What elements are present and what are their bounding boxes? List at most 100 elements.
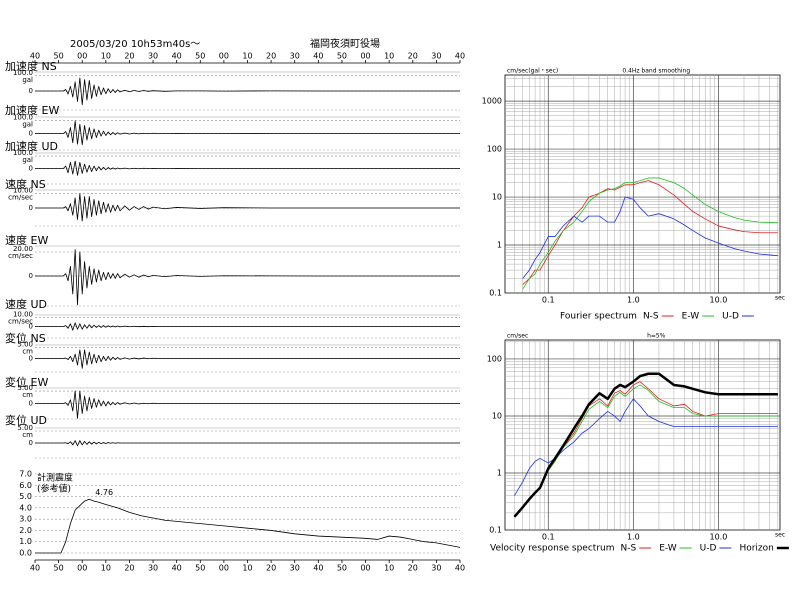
x-tick-label: 0.1 bbox=[542, 296, 555, 305]
y-tick-label: 20.00 bbox=[13, 245, 33, 253]
data-line bbox=[514, 381, 778, 518]
y-tick-label: 10 bbox=[492, 193, 502, 202]
data-line bbox=[35, 77, 460, 106]
chart-title: 計測震度 bbox=[37, 472, 73, 484]
y-tick-label: 1.0 bbox=[19, 537, 32, 546]
x-tick-label: 0.1 bbox=[542, 533, 555, 542]
chart-title: h=5% bbox=[647, 333, 666, 340]
time-tick-label: 40 bbox=[313, 52, 323, 61]
x-tick-label: 10 bbox=[242, 564, 252, 573]
y-tick-label: 7.0 bbox=[19, 470, 32, 479]
legend-label: U-D bbox=[700, 544, 717, 554]
y-tick-label: 1000 bbox=[482, 97, 502, 106]
time-tick-label: 30 bbox=[148, 52, 158, 61]
y-tick-label: 10.00 bbox=[13, 187, 33, 195]
x-tick-label: 50 bbox=[54, 564, 64, 573]
x-tick-label: 20 bbox=[124, 564, 134, 573]
time-tick-label: 20 bbox=[124, 52, 134, 61]
panel-title: 速度 UD bbox=[5, 297, 47, 311]
time-tick-label: 20 bbox=[408, 52, 418, 61]
x-tick-label: 20 bbox=[408, 564, 418, 573]
panel-title: 変位 NS bbox=[5, 331, 46, 345]
data-line bbox=[35, 249, 460, 306]
x-tick-label: 10 bbox=[384, 564, 394, 573]
legend-label: N-S bbox=[621, 544, 637, 554]
panel-title: 速度 NS bbox=[5, 177, 46, 191]
y-tick-label: 0.1 bbox=[489, 526, 502, 535]
y-tick-label: 0 bbox=[29, 204, 33, 212]
y-tick-label: 100.0 bbox=[13, 149, 33, 157]
y-tick-label: 100.0 bbox=[13, 113, 33, 121]
data-line bbox=[522, 196, 778, 279]
x-tick-label: 10.0 bbox=[709, 533, 727, 542]
x-tick-label: 10.0 bbox=[709, 296, 727, 305]
chart-title: 0.4Hz band smoothing bbox=[622, 68, 690, 75]
data-line bbox=[35, 193, 460, 222]
panel-title: 速度 EW bbox=[5, 233, 48, 247]
unit-label: cm bbox=[22, 391, 33, 399]
peak-annotation: 4.76 bbox=[95, 488, 113, 497]
unit-label: cm bbox=[22, 431, 33, 439]
time-tick-label: 10 bbox=[384, 52, 394, 61]
unit-label: cm/sec bbox=[8, 194, 33, 202]
panel-title: 加速度 EW bbox=[5, 103, 59, 117]
y-tick-label: 10 bbox=[492, 411, 502, 420]
time-tick-label: 40 bbox=[30, 52, 40, 61]
plot-frame bbox=[504, 74, 781, 294]
x-tick-label: 40 bbox=[30, 564, 40, 573]
data-line bbox=[35, 322, 460, 331]
y-tick-label: 0 bbox=[29, 400, 33, 408]
y-tick-label: 2.0 bbox=[19, 526, 32, 535]
unit-label: cm/sec bbox=[8, 252, 33, 260]
y-tick-label: 0 bbox=[29, 130, 33, 138]
y-tick-label: 1 bbox=[497, 468, 502, 477]
y-tick-label: 100.0 bbox=[13, 69, 33, 77]
data-line bbox=[35, 349, 460, 369]
time-tick-label: 30 bbox=[290, 52, 300, 61]
unit-label: gal bbox=[22, 120, 33, 128]
panel-title: 変位 EW bbox=[5, 375, 48, 389]
legend-title: Fourier spectrum bbox=[560, 312, 637, 322]
x-tick-label: 30 bbox=[290, 564, 300, 573]
y-tick-label: 1 bbox=[497, 241, 502, 250]
unit-label: gal bbox=[22, 156, 33, 164]
time-tick-label: 40 bbox=[455, 52, 465, 61]
legend-label: Horizon bbox=[739, 544, 773, 554]
panel-title: 変位 UD bbox=[5, 413, 47, 427]
legend-title: Velocity response spectrum bbox=[490, 544, 615, 554]
time-tick-label: 50 bbox=[54, 52, 64, 61]
y-tick-label: 0 bbox=[29, 439, 33, 447]
y-tick-label: 100 bbox=[487, 145, 502, 154]
x-axis-label: sec bbox=[775, 532, 785, 539]
x-axis-label: sec bbox=[775, 295, 785, 302]
x-tick-label: 00 bbox=[219, 564, 229, 573]
y-tick-label: 4.0 bbox=[19, 503, 32, 512]
data-line bbox=[35, 120, 460, 146]
time-tick-label: 40 bbox=[172, 52, 182, 61]
y-tick-label: 0 bbox=[29, 355, 33, 363]
x-tick-label: 50 bbox=[337, 564, 347, 573]
legend-label: N-S bbox=[643, 312, 659, 322]
y-tick-label: 3.0 bbox=[19, 515, 32, 524]
y-tick-label: 0 bbox=[29, 165, 33, 173]
x-tick-label: 40 bbox=[313, 564, 323, 573]
time-tick-label: 20 bbox=[266, 52, 276, 61]
data-line bbox=[35, 440, 460, 447]
y-tick-label: 100 bbox=[487, 354, 502, 363]
time-tick-label: 10 bbox=[242, 52, 252, 61]
data-line bbox=[522, 180, 778, 285]
x-tick-label: 20 bbox=[266, 564, 276, 573]
y-tick-label: 0.0 bbox=[19, 549, 32, 558]
y-tick-label: 0 bbox=[29, 87, 33, 95]
time-tick-label: 50 bbox=[337, 52, 347, 61]
legend-label: U-D bbox=[722, 312, 739, 322]
station-name: 福岡夜須町役場 bbox=[310, 37, 380, 50]
unit-label: cm bbox=[22, 348, 33, 356]
data-line bbox=[35, 160, 460, 176]
time-tick-label: 30 bbox=[431, 52, 441, 61]
legend-label: E-W bbox=[659, 544, 677, 554]
plot-frame bbox=[504, 339, 781, 531]
x-tick-label: 00 bbox=[360, 564, 370, 573]
legend-label: E-W bbox=[682, 312, 700, 322]
time-tick-label: 00 bbox=[77, 52, 87, 61]
